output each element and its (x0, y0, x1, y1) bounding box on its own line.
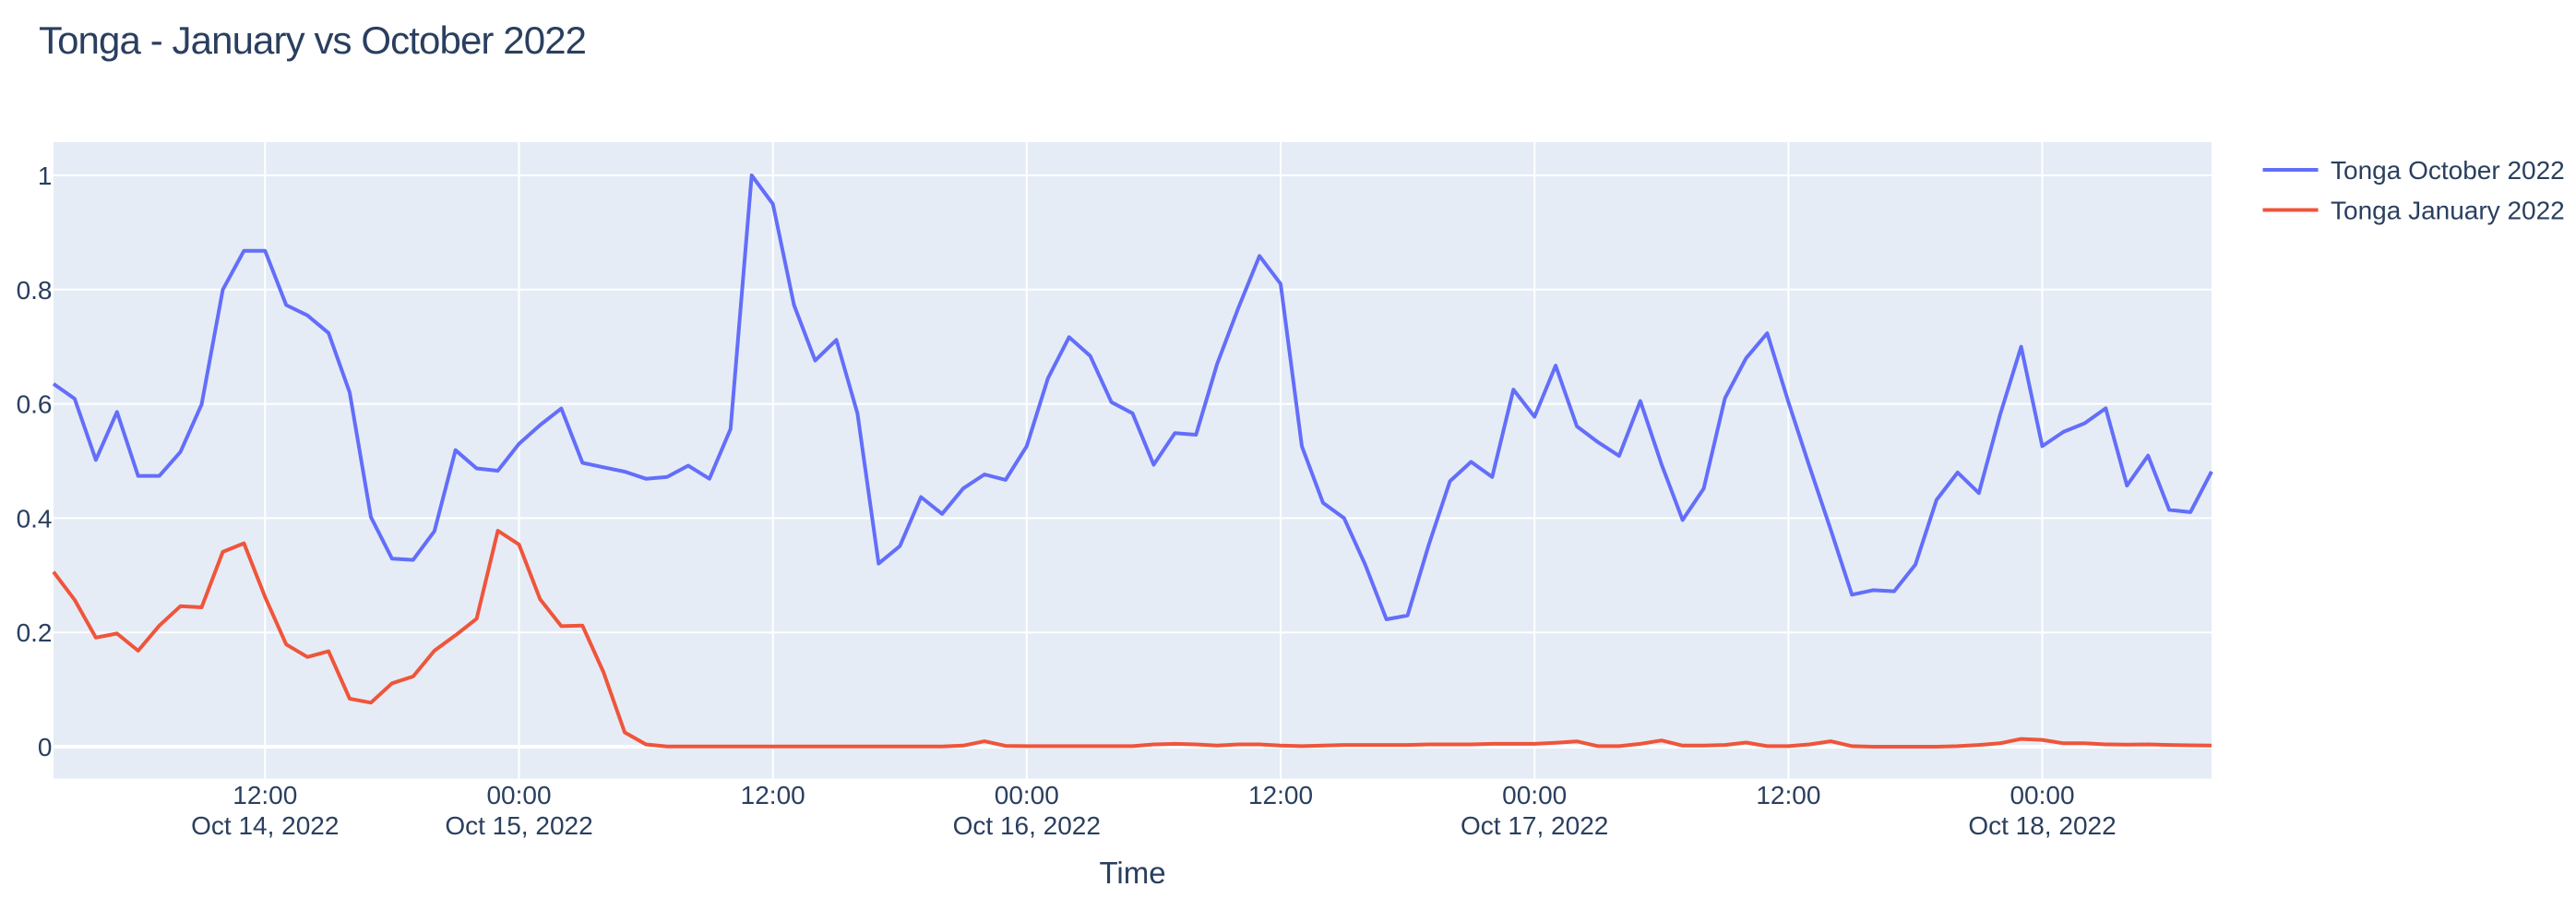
svg-text:0.4: 0.4 (17, 504, 53, 533)
svg-text:Oct 14, 2022: Oct 14, 2022 (191, 811, 339, 840)
svg-text:12:00: 12:00 (1756, 781, 1820, 809)
svg-text:Oct 17, 2022: Oct 17, 2022 (1461, 811, 1608, 840)
svg-text:0.8: 0.8 (17, 276, 53, 305)
svg-text:12:00: 12:00 (1248, 781, 1313, 809)
svg-text:00:00: 00:00 (1502, 781, 1567, 809)
svg-text:0: 0 (38, 733, 53, 761)
svg-text:Time: Time (1099, 856, 1165, 890)
svg-text:12:00: 12:00 (741, 781, 805, 809)
svg-text:Tonga January 2022: Tonga January 2022 (2331, 197, 2565, 225)
svg-text:00:00: 00:00 (995, 781, 1059, 809)
svg-text:0.2: 0.2 (17, 618, 53, 647)
svg-text:Oct 18, 2022: Oct 18, 2022 (1968, 811, 2116, 840)
svg-text:Tonga - January vs October 202: Tonga - January vs October 2022 (39, 18, 586, 62)
svg-text:1: 1 (38, 162, 53, 190)
svg-text:Tonga October 2022: Tonga October 2022 (2331, 156, 2565, 185)
svg-text:0.6: 0.6 (17, 390, 53, 419)
svg-text:12:00: 12:00 (233, 781, 297, 809)
svg-text:Oct 16, 2022: Oct 16, 2022 (953, 811, 1101, 840)
svg-text:Oct 15, 2022: Oct 15, 2022 (445, 811, 592, 840)
svg-text:00:00: 00:00 (2010, 781, 2074, 809)
svg-text:00:00: 00:00 (486, 781, 551, 809)
